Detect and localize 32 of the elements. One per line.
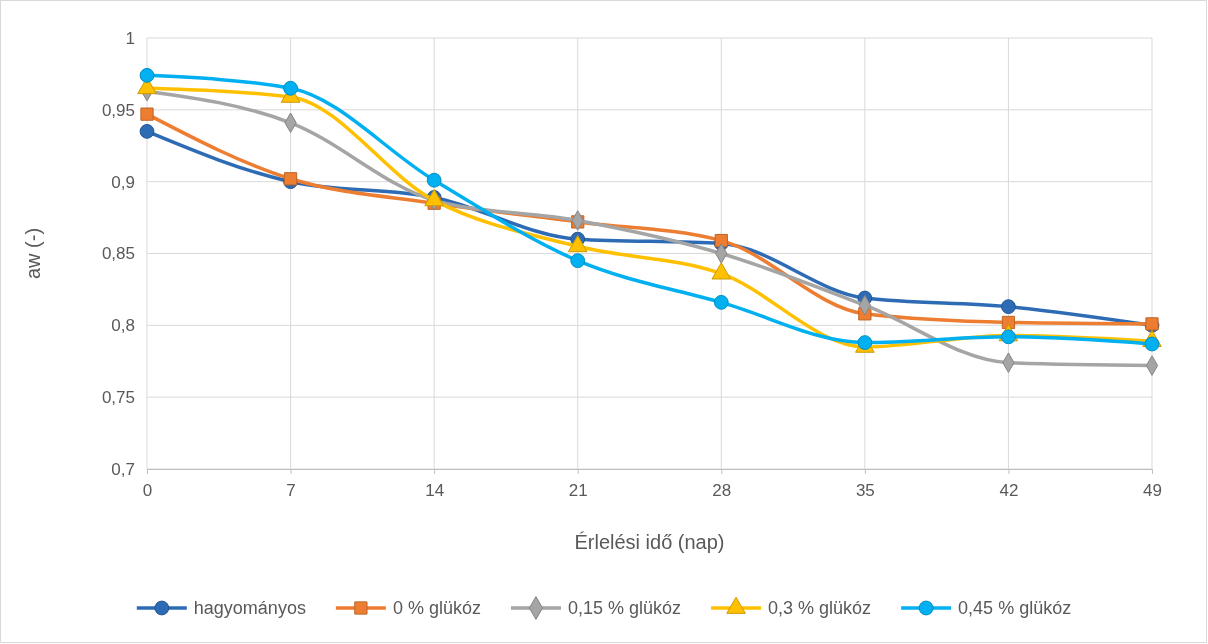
legend-label: 0 % glükóz <box>392 598 481 618</box>
x-tick-label: 7 <box>286 481 296 501</box>
legend-label: 0,15 % glükóz <box>567 598 682 618</box>
point <box>570 253 586 269</box>
x-tick-label: 14 <box>425 481 445 501</box>
x-tick-label: 35 <box>855 481 875 501</box>
y-tick-label: 0,8 <box>111 316 135 336</box>
x-axis-title: Érlelési idő (nap) <box>574 531 725 553</box>
y-tick-label: 0,95 <box>101 100 135 120</box>
legend-label: hagyományos <box>193 598 306 618</box>
point <box>139 123 155 139</box>
point <box>140 107 154 121</box>
y-tick-label: 0,75 <box>101 388 135 408</box>
x-tick-label: 21 <box>568 481 588 501</box>
point <box>139 67 155 83</box>
y-tick-label: 0,85 <box>101 244 135 264</box>
y-tick-label: 1 <box>125 28 135 48</box>
legend-label: 0,45 % glükóz <box>958 598 1072 618</box>
point <box>1144 336 1160 352</box>
legend-label: 0,3 % glükóz <box>768 598 872 618</box>
point <box>426 172 442 188</box>
point <box>283 172 298 186</box>
y-tick-label: 0,7 <box>111 459 135 479</box>
y-tick-label: 0,9 <box>111 172 135 192</box>
point <box>713 294 729 310</box>
point <box>1001 299 1016 315</box>
point <box>283 80 298 96</box>
x-tick-label: 0 <box>142 481 153 501</box>
y-axis-title: aw (-) <box>22 227 44 280</box>
x-tick-label: 28 <box>712 481 732 501</box>
x-tick-label: 42 <box>999 481 1019 501</box>
x-tick-label: 49 <box>1143 481 1162 501</box>
